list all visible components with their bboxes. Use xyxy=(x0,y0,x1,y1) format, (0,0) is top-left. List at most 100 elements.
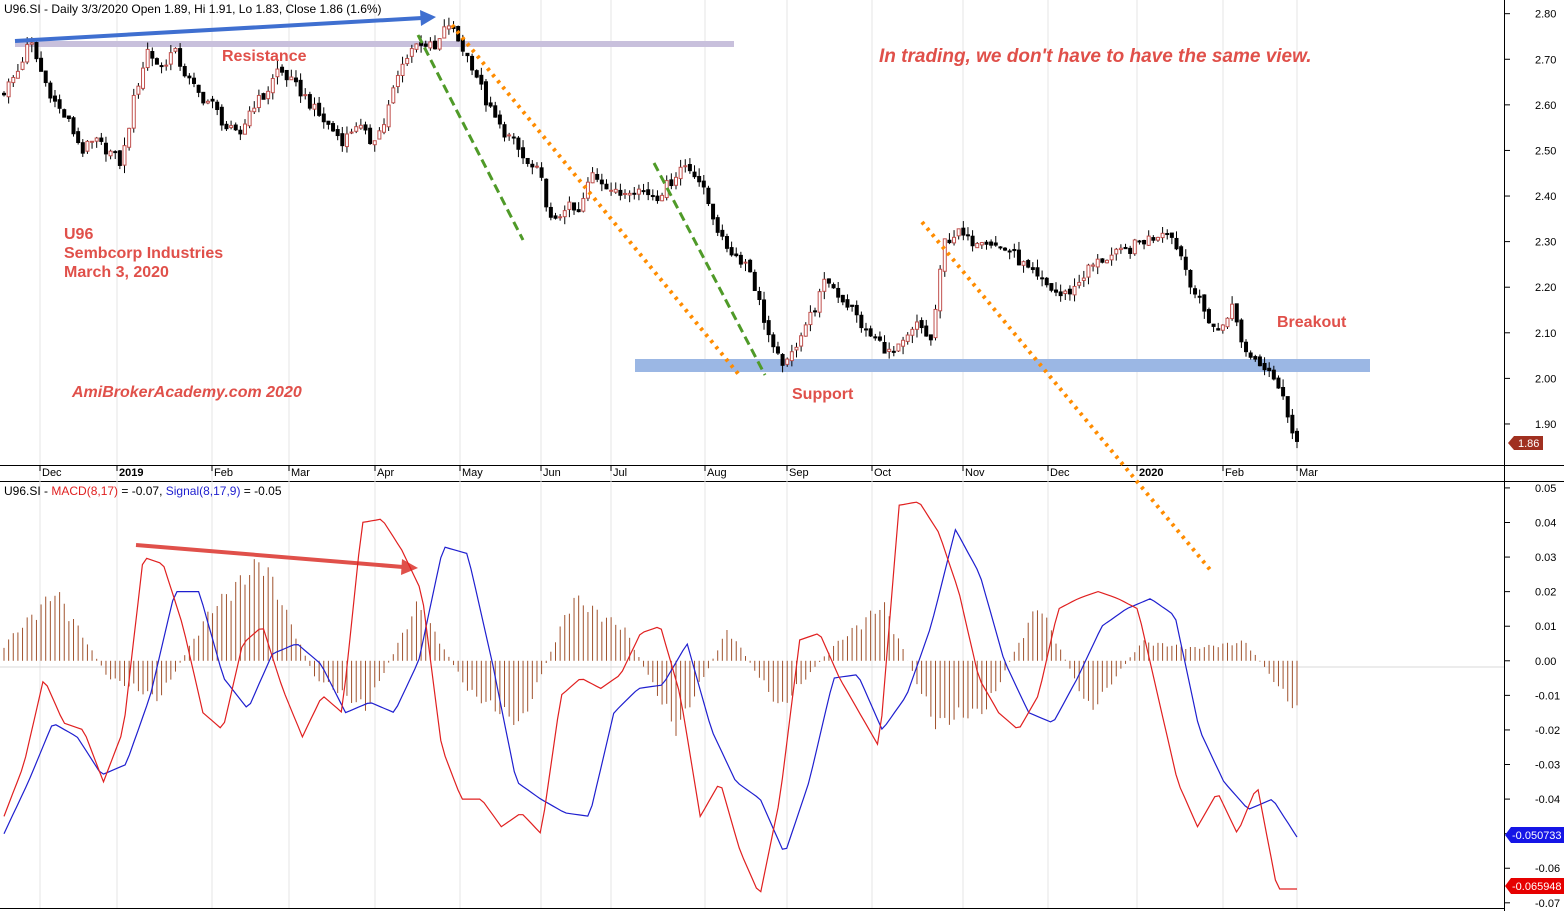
signal-line xyxy=(3,528,1298,850)
candle-body xyxy=(1197,295,1202,298)
candle-body xyxy=(368,127,373,145)
candle-body xyxy=(192,77,197,84)
candle-body xyxy=(460,38,465,52)
quote-text: In trading, we don't have to have the sa… xyxy=(879,46,1311,67)
candle-body xyxy=(29,42,34,45)
x-tick-label: Feb xyxy=(214,467,233,479)
candle-body xyxy=(840,294,845,303)
candle-body xyxy=(613,188,618,193)
x-tick-label: Jun xyxy=(543,467,561,479)
candle-body xyxy=(242,123,247,135)
candle-body xyxy=(854,304,859,316)
candle-body xyxy=(127,127,132,148)
candle-body xyxy=(1081,277,1086,281)
macd-badge: -0.065948 xyxy=(1505,878,1564,894)
candle-body xyxy=(210,98,215,102)
candle-body xyxy=(595,173,600,180)
y-tick-label: 2.20 xyxy=(1535,282,1556,294)
candle-body xyxy=(131,94,136,129)
candle-body xyxy=(382,124,387,133)
candle-body xyxy=(414,43,419,50)
candle-body xyxy=(1239,319,1244,343)
candle-body xyxy=(275,68,280,78)
candle-body xyxy=(669,179,674,187)
resistance-label: Resistance xyxy=(222,48,307,65)
x-tick-label: May xyxy=(462,467,483,479)
candle-body xyxy=(632,192,637,195)
candle-body xyxy=(150,51,155,59)
y-tick-label: 1.90 xyxy=(1535,419,1556,431)
candle-body xyxy=(516,137,521,150)
resistance-band xyxy=(15,41,734,47)
candle-body xyxy=(1267,367,1272,372)
candle-body xyxy=(655,195,660,202)
candle-body xyxy=(530,163,535,168)
candle-body xyxy=(673,176,678,186)
candle-body xyxy=(678,166,683,180)
candle-body xyxy=(1109,254,1114,261)
candle-body xyxy=(391,87,396,104)
candle-body xyxy=(590,172,595,184)
macd-y-tick-label: 0.05 xyxy=(1535,483,1556,495)
x-tick-label: Sep xyxy=(789,467,809,479)
candle-body xyxy=(43,70,48,84)
candle-body xyxy=(521,147,526,159)
x-tick-label: Dec xyxy=(42,467,62,479)
candle-body xyxy=(442,26,447,39)
candle-body xyxy=(303,94,308,97)
candle-body xyxy=(933,308,938,339)
candle-body xyxy=(182,66,187,77)
candle-body xyxy=(71,117,76,135)
candle-body xyxy=(1202,294,1207,312)
candle-body xyxy=(1128,247,1133,254)
candle-body xyxy=(1100,258,1105,263)
candle-body xyxy=(2,92,6,96)
candle-body xyxy=(164,64,169,67)
candle-body xyxy=(437,38,442,50)
x-tick-label: 2019 xyxy=(119,467,143,479)
candle-body xyxy=(539,167,544,178)
candle-body xyxy=(873,336,878,339)
candle-body xyxy=(650,195,655,198)
candle-body xyxy=(1225,317,1230,328)
candle-body xyxy=(544,178,549,208)
candle-body xyxy=(572,202,577,211)
candle-body xyxy=(280,66,285,73)
candle-body xyxy=(1142,240,1147,245)
x-tick-label: Oct xyxy=(874,467,891,479)
candle-body xyxy=(1035,267,1040,277)
candle-body xyxy=(395,75,400,88)
candle-body xyxy=(205,100,210,104)
price-badge: 1.86 xyxy=(1508,436,1543,450)
candle-body xyxy=(1285,396,1290,418)
candle-body xyxy=(1155,236,1160,241)
y-tick-label: 2.50 xyxy=(1535,145,1556,157)
candle-body xyxy=(52,95,57,102)
candle-body xyxy=(117,150,122,166)
x-tick-label: Feb xyxy=(1225,467,1244,479)
candle-body xyxy=(1211,323,1216,327)
x-tick-label: Jul xyxy=(613,467,627,479)
macd-y-tick-label: -0.02 xyxy=(1535,725,1560,737)
candle-body xyxy=(775,346,780,354)
candle-body xyxy=(868,328,873,337)
candle-body xyxy=(947,239,952,244)
candle-body xyxy=(307,94,312,109)
y-tick-label: 2.00 xyxy=(1535,373,1556,385)
candle-body xyxy=(483,81,488,106)
candle-body xyxy=(831,284,836,289)
candle-body xyxy=(1248,352,1253,358)
candle-body xyxy=(76,131,81,144)
candle-body xyxy=(145,48,150,69)
candle-body xyxy=(938,268,943,312)
candle-body xyxy=(548,206,553,218)
candle-body xyxy=(122,145,127,166)
blue-arrow xyxy=(14,16,423,43)
candle-body xyxy=(1095,258,1100,268)
candle-body xyxy=(748,259,753,273)
candle-body xyxy=(993,242,998,246)
candle-body xyxy=(386,104,391,128)
candle-body xyxy=(558,216,563,219)
candle-body xyxy=(1063,290,1068,294)
